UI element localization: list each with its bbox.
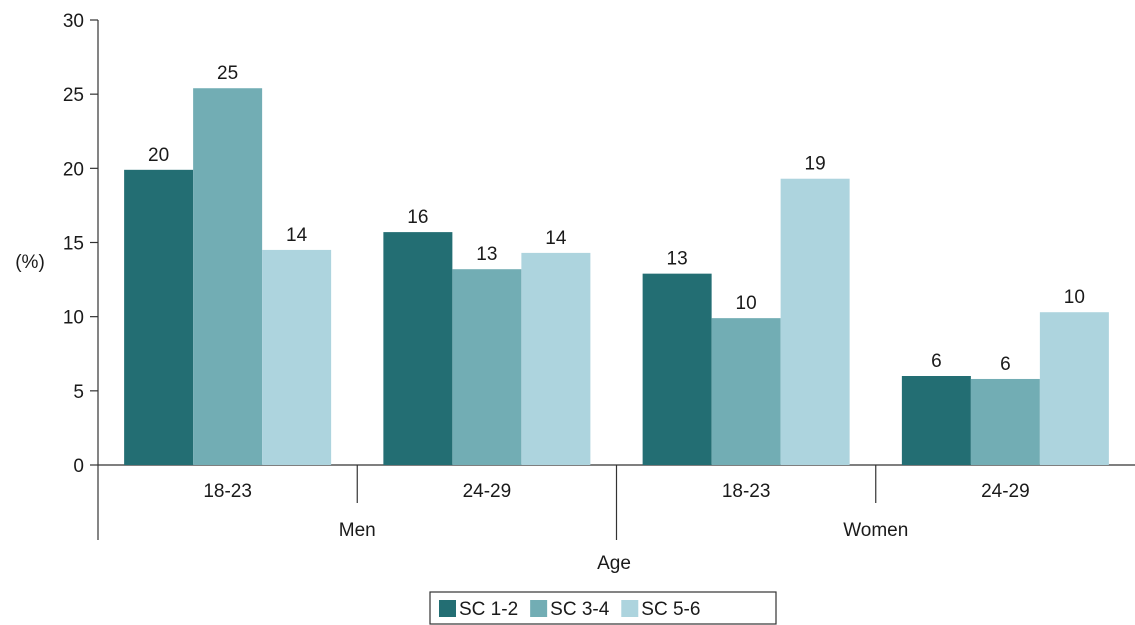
bar <box>642 273 712 465</box>
bar-value-label: 25 <box>217 63 238 84</box>
x-category-label: 24-29 <box>463 481 512 502</box>
bar <box>711 318 781 465</box>
legend-swatch <box>530 600 548 617</box>
bar <box>383 232 453 465</box>
bar-value-label: 14 <box>545 228 567 249</box>
bars <box>124 88 1109 466</box>
y-tick-label: 25 <box>63 85 84 106</box>
bar <box>193 88 263 465</box>
bar-value-label: 14 <box>286 225 308 246</box>
bar <box>452 269 522 465</box>
x-category-label: 18-23 <box>722 481 771 502</box>
y-axis: 0 5 10 15 20 25 30 <box>63 11 99 477</box>
legend: SC 1-2 SC 3-4 SC 5-6 <box>429 591 777 625</box>
legend-label: SC 5-6 <box>641 599 700 620</box>
bar <box>124 169 194 466</box>
x-group-label: Women <box>843 520 908 541</box>
bar-value-label: 10 <box>736 293 757 314</box>
bar-value-label: 6 <box>931 351 942 372</box>
bar <box>970 378 1040 465</box>
legend-label: SC 1-2 <box>459 599 518 620</box>
y-tick-label: 10 <box>63 308 84 329</box>
bar-value-label: 13 <box>476 244 497 265</box>
legend-swatch <box>621 600 639 617</box>
legend-frame <box>429 591 777 625</box>
bar <box>262 249 332 465</box>
y-tick-label: 30 <box>63 11 84 32</box>
bar-value-label: 13 <box>667 249 688 270</box>
bar-value-label: 19 <box>805 154 826 175</box>
legend-label: SC 3-4 <box>550 599 610 620</box>
value-labels: 20 25 14 16 13 14 13 10 19 6 6 10 <box>148 63 1085 375</box>
bar <box>901 376 971 465</box>
y-axis-title: (%) <box>15 252 45 273</box>
legend-swatch <box>439 600 456 617</box>
x-category-label: 24-29 <box>981 481 1030 502</box>
x-axis: 18-23 24-29 18-23 24-29 Men Women <box>97 464 1135 541</box>
x-category-label: 18-23 <box>203 481 252 502</box>
y-tick-label: 20 <box>63 159 84 180</box>
bar <box>521 252 591 465</box>
x-axis-title: Age <box>597 553 631 574</box>
bar-value-label: 10 <box>1064 287 1085 308</box>
bar <box>1039 312 1109 465</box>
bar-value-label: 6 <box>1000 354 1011 375</box>
y-tick-label: 0 <box>73 456 84 477</box>
bar-value-label: 16 <box>407 207 428 228</box>
y-tick-label: 15 <box>63 234 84 255</box>
y-tick-label: 5 <box>73 382 84 403</box>
bar <box>780 178 850 465</box>
bar-value-label: 20 <box>148 145 169 166</box>
x-group-label: Men <box>339 520 376 541</box>
